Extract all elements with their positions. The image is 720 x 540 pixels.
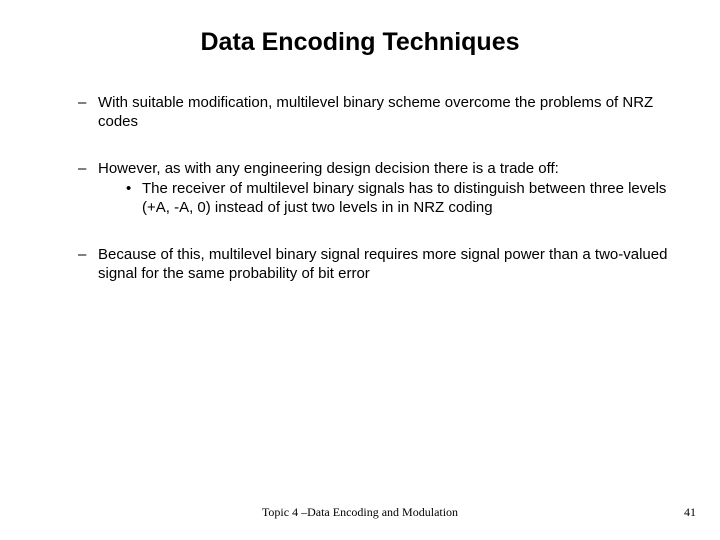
slide-title: Data Encoding Techniques [44,28,676,57]
bullet-level1: However, as with any engineering design … [78,159,676,217]
sub-bullet-list: The receiver of multilevel binary signal… [98,179,676,217]
bullet-list: With suitable modification, multilevel b… [44,93,676,283]
page-number: 41 [684,505,696,520]
slide: Data Encoding Techniques With suitable m… [0,0,720,540]
footer-text: Topic 4 –Data Encoding and Modulation [0,505,720,520]
bullet-text: With suitable modification, multilevel b… [98,94,653,130]
bullet-level1: Because of this, multilevel binary signa… [78,245,676,283]
bullet-level1: With suitable modification, multilevel b… [78,93,676,131]
bullet-text: Because of this, multilevel binary signa… [98,246,667,282]
bullet-text: The receiver of multilevel binary signal… [142,180,666,216]
bullet-text: However, as with any engineering design … [98,160,559,177]
bullet-level2: The receiver of multilevel binary signal… [126,179,676,217]
